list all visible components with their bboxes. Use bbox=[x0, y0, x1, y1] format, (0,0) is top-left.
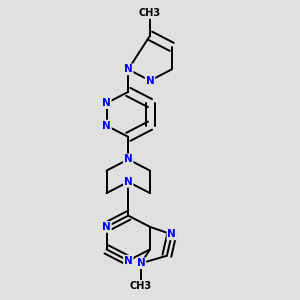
Text: N: N bbox=[102, 98, 111, 108]
Text: CH3: CH3 bbox=[130, 281, 152, 291]
Text: N: N bbox=[124, 64, 133, 74]
Text: N: N bbox=[102, 222, 111, 232]
Text: N: N bbox=[102, 121, 111, 130]
Text: N: N bbox=[124, 256, 133, 266]
Text: N: N bbox=[136, 258, 146, 268]
Text: N: N bbox=[167, 230, 176, 239]
Text: N: N bbox=[124, 177, 133, 187]
Text: CH3: CH3 bbox=[139, 8, 161, 18]
Text: N: N bbox=[124, 154, 133, 164]
Text: N: N bbox=[146, 76, 154, 85]
